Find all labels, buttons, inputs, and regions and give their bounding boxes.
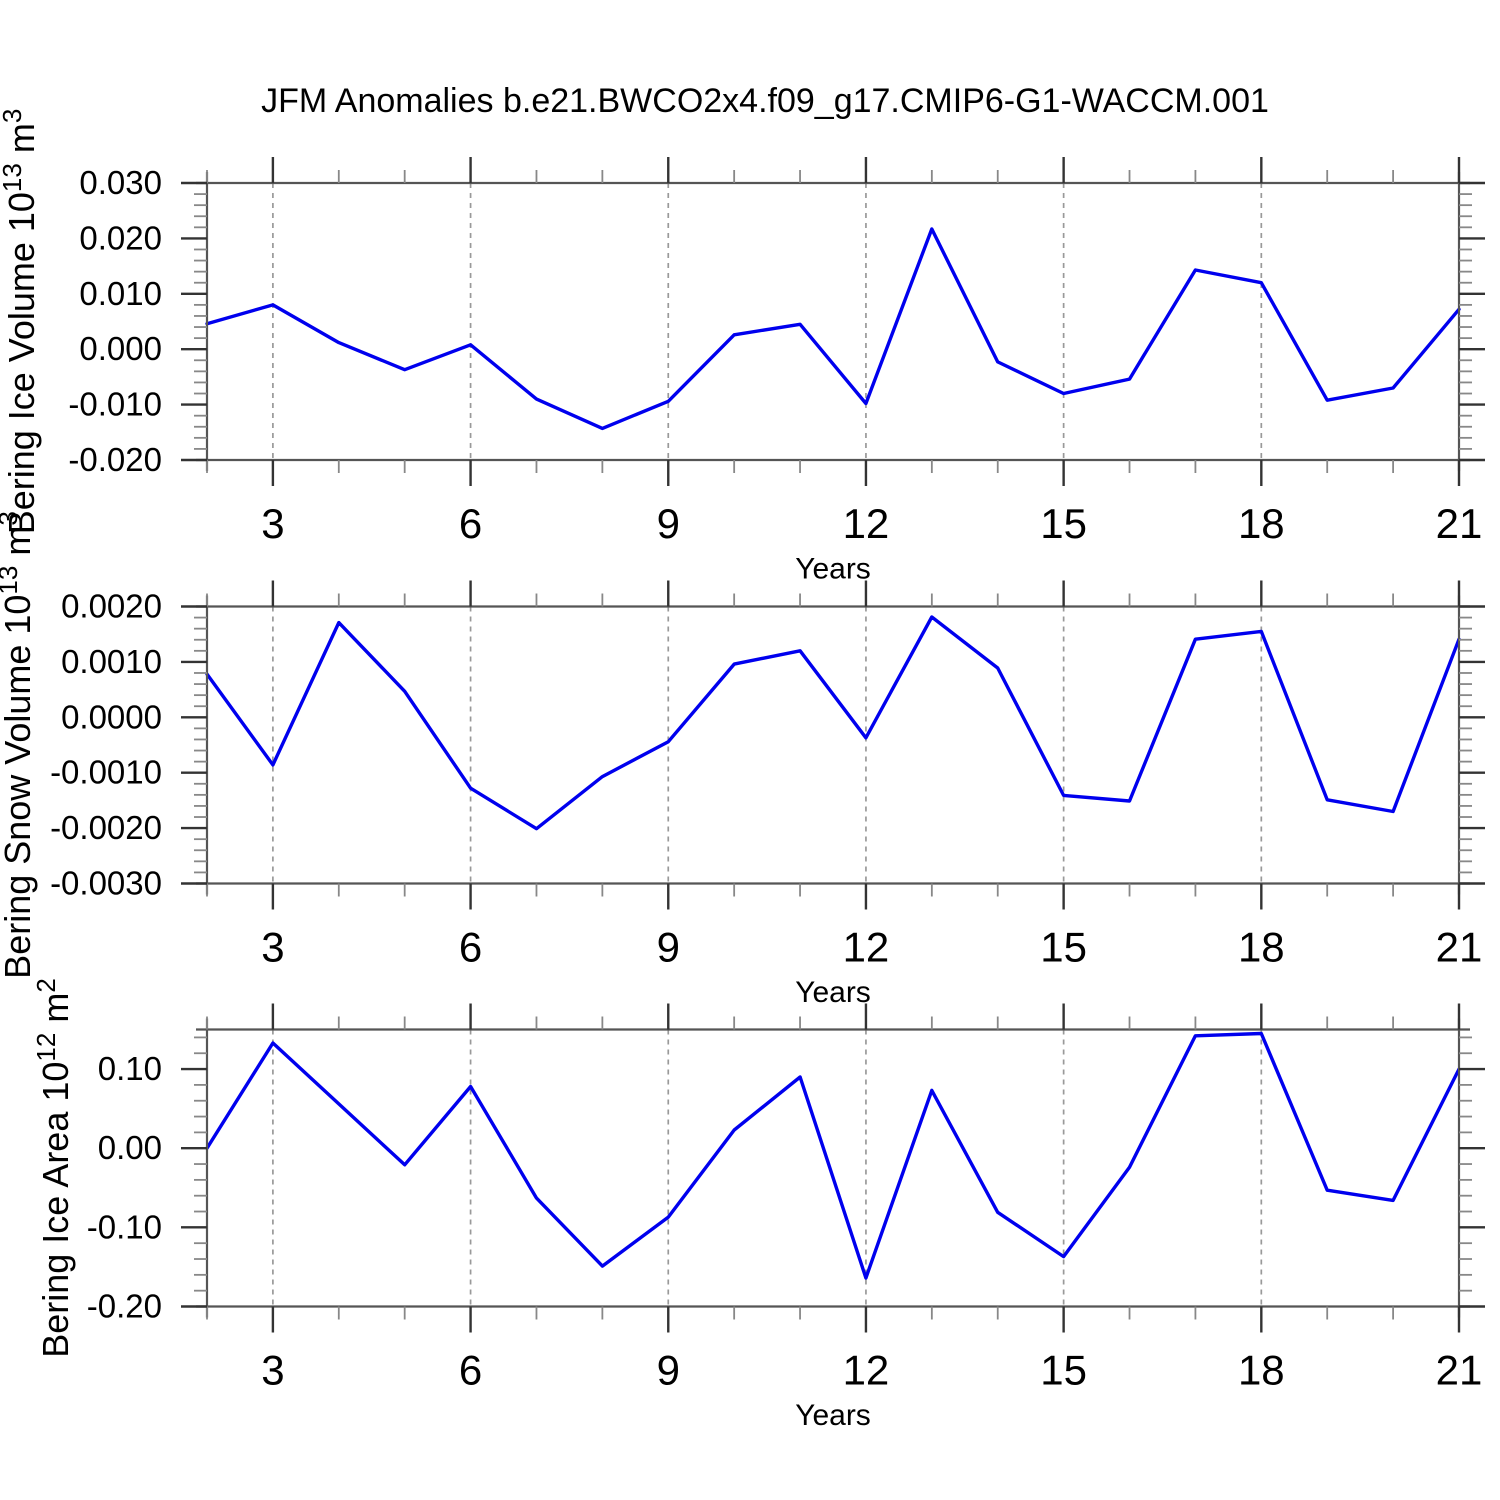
x-tick-label: 9 bbox=[657, 500, 680, 547]
y-tick-label: -0.0010 bbox=[50, 754, 162, 791]
x-tick-label: 6 bbox=[459, 500, 482, 547]
x-axis-title: Years bbox=[795, 1399, 871, 1432]
axis-frame bbox=[196, 595, 1470, 895]
data-line-series bbox=[205, 227, 1461, 431]
x-tick-label: 15 bbox=[1040, 924, 1087, 971]
y-tick-label: 0.0010 bbox=[61, 643, 162, 680]
x-ticks bbox=[206, 580, 1461, 910]
x-tick-label: 3 bbox=[261, 500, 284, 547]
y-tick-label: -0.020 bbox=[68, 441, 162, 478]
y-tick-labels: 0.10 0.00 -0.10 -0.20 bbox=[87, 1050, 162, 1324]
x-tick-labels: 3 6 9 12 15 18 21 Years bbox=[261, 924, 1482, 1010]
gridlines bbox=[272, 1029, 1263, 1307]
x-tick-label: 6 bbox=[459, 1347, 482, 1394]
x-tick-label: 18 bbox=[1238, 924, 1285, 971]
axis-frame bbox=[196, 172, 1470, 471]
y-tick-label: 0.00 bbox=[98, 1129, 162, 1166]
x-tick-label: 18 bbox=[1238, 500, 1285, 547]
y-ticks bbox=[181, 605, 1485, 885]
x-tick-label: 12 bbox=[843, 500, 890, 547]
x-tick-labels: 3 6 9 12 15 18 21 Years bbox=[261, 500, 1482, 586]
y-tick-label: 0.020 bbox=[79, 219, 162, 256]
y-tick-label: -0.010 bbox=[68, 386, 162, 423]
x-tick-label: 15 bbox=[1040, 500, 1087, 547]
y-tick-label: 0.0020 bbox=[61, 588, 162, 625]
x-tick-label: 15 bbox=[1040, 1347, 1087, 1394]
gridlines bbox=[272, 183, 1263, 460]
x-tick-label: 9 bbox=[657, 924, 680, 971]
x-tick-label: 6 bbox=[459, 924, 482, 971]
y-tick-label: -0.20 bbox=[87, 1288, 162, 1325]
x-ticks bbox=[206, 1003, 1461, 1333]
data-line-series bbox=[205, 1031, 1461, 1280]
y-axis-title: Bering Snow Volume 1013 m3 bbox=[0, 511, 38, 979]
axis-frame bbox=[196, 1018, 1470, 1318]
x-tick-label: 18 bbox=[1238, 1347, 1285, 1394]
panel-bering-ice-area: 3 6 9 12 15 18 21 Years 0.10 0.00 -0.10 -0.20 Bering… bbox=[31, 978, 1485, 1432]
x-tick-labels: 3 6 9 12 15 18 21 Years bbox=[261, 1347, 1482, 1433]
y-tick-label: 0.0000 bbox=[61, 698, 162, 735]
x-tick-label: 9 bbox=[657, 1347, 680, 1394]
x-tick-label: 21 bbox=[1436, 1347, 1483, 1394]
x-tick-label: 21 bbox=[1436, 924, 1483, 971]
x-axis-title: Years bbox=[795, 976, 871, 1009]
data-line-series bbox=[205, 615, 1461, 831]
x-tick-label: 3 bbox=[261, 924, 284, 971]
x-axis-title: Years bbox=[795, 553, 871, 586]
x-tick-label: 3 bbox=[261, 1347, 284, 1394]
chart-title-group: JFM Anomalies b.e21.BWCO2x4.f09_g17.CMIP… bbox=[261, 82, 1269, 120]
y-tick-label: -0.0030 bbox=[50, 865, 162, 902]
x-tick-label: 12 bbox=[843, 924, 890, 971]
panel-bering-ice-volume: 3 6 9 12 15 18 21 Years 0.030 0.020 0.010 0.000 -0.0… bbox=[0, 109, 1485, 586]
y-ticks bbox=[181, 181, 1485, 462]
y-tick-labels: 0.0020 0.0010 0.0000 -0.0010 -0.0020 -0.0030 bbox=[50, 588, 162, 902]
chart-title: JFM Anomalies b.e21.BWCO2x4.f09_g17.CMIP… bbox=[261, 82, 1269, 120]
x-tick-label: 12 bbox=[843, 1347, 890, 1394]
y-axis-title: Bering Ice Area 1012 m2 bbox=[31, 978, 76, 1358]
y-tick-label: -0.0020 bbox=[50, 809, 162, 846]
y-tick-label: 0.000 bbox=[79, 330, 162, 367]
y-tick-label: 0.030 bbox=[79, 164, 162, 201]
y-tick-label: -0.10 bbox=[87, 1208, 162, 1245]
y-tick-label: 0.10 bbox=[98, 1050, 162, 1087]
y-tick-labels: 0.030 0.020 0.010 0.000 -0.010 -0.020 bbox=[68, 164, 162, 478]
x-tick-label: 21 bbox=[1436, 500, 1483, 547]
x-ticks bbox=[206, 157, 1461, 486]
y-tick-label: 0.010 bbox=[79, 275, 162, 312]
y-ticks bbox=[181, 1036, 1485, 1308]
panel-bering-snow-volume: 3 6 9 12 15 18 21 Years 0.0020 0.0010 0.0000 -0.001… bbox=[0, 511, 1485, 1009]
y-axis-title: Bering Ice Volume 1013 m3 bbox=[0, 109, 42, 535]
gridlines bbox=[272, 606, 1263, 884]
